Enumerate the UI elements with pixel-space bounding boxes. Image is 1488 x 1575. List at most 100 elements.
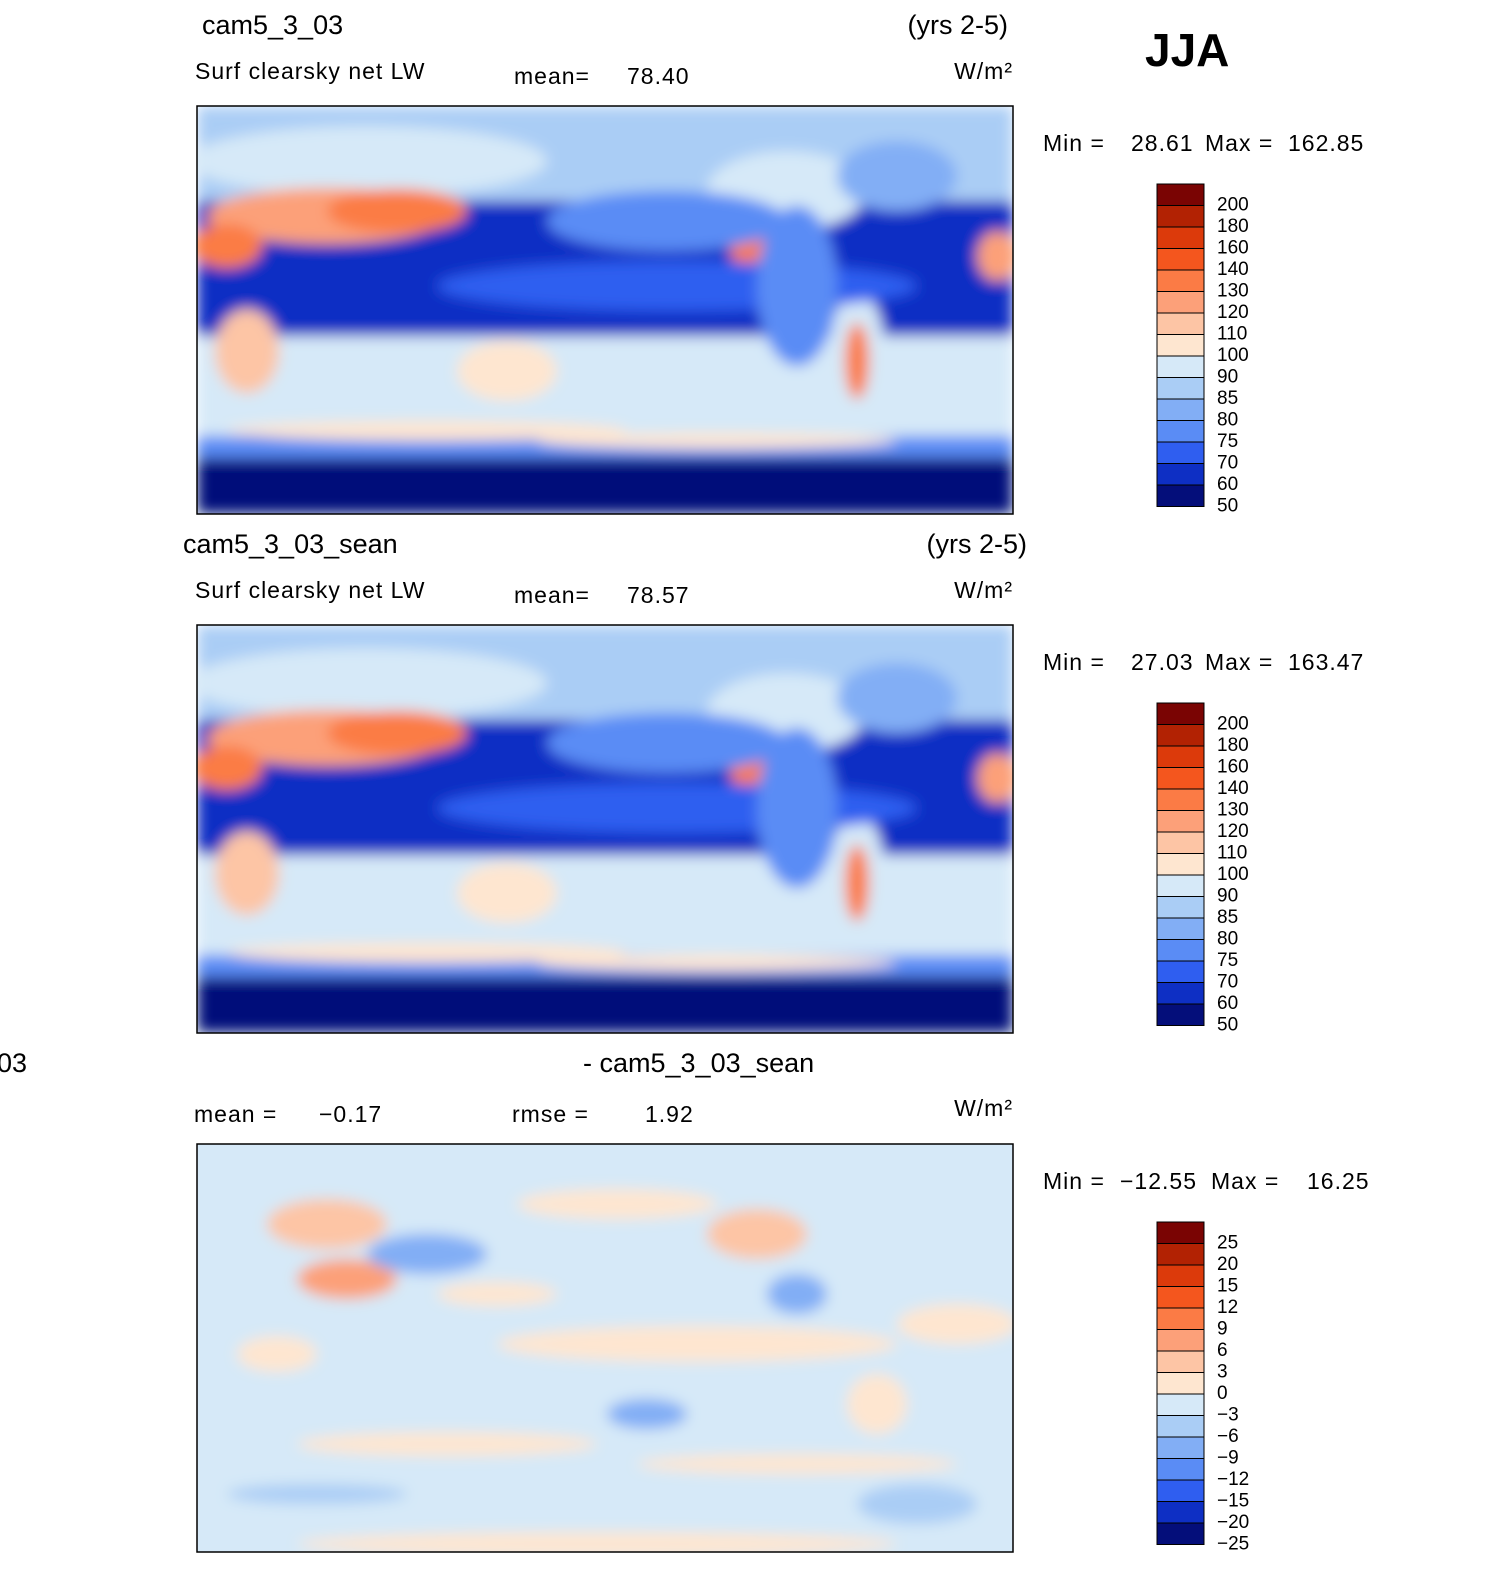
min-label: Min = xyxy=(1043,1168,1105,1194)
map xyxy=(196,1143,1014,1553)
colorbar-box xyxy=(1156,1415,1205,1438)
units: W/m² xyxy=(954,577,1013,603)
minus-case: - cam5_3_03_sean xyxy=(583,1048,814,1078)
field-blob xyxy=(227,421,627,441)
field-band xyxy=(197,855,1013,960)
colorbar-label: 200 xyxy=(1217,195,1249,216)
field-blob xyxy=(437,1282,557,1306)
map xyxy=(196,624,1014,1034)
field-blob xyxy=(237,1336,317,1372)
field-blob xyxy=(437,783,917,833)
colorbar-label: 15 xyxy=(1217,1276,1238,1297)
field-blob xyxy=(977,231,1013,281)
max-label: Max = xyxy=(1211,1168,1279,1194)
units: W/m² xyxy=(954,1095,1013,1121)
colorbar-box xyxy=(1156,291,1205,314)
units: W/m² xyxy=(954,58,1013,84)
field-blob xyxy=(547,713,787,773)
colorbar-label: 160 xyxy=(1217,757,1249,778)
field-blob xyxy=(327,189,467,233)
colorbar-label: 12 xyxy=(1217,1297,1238,1318)
colorbar-box xyxy=(1156,226,1205,249)
field-band xyxy=(197,458,1013,514)
colorbar-label: 60 xyxy=(1217,993,1238,1014)
colorbar-label: 130 xyxy=(1217,800,1249,821)
max: 163.47 xyxy=(1288,649,1364,675)
colorbar-label: 9 xyxy=(1217,1319,1228,1340)
mean: −0.17 xyxy=(319,1101,382,1127)
colorbar-box xyxy=(1156,982,1205,1005)
colorbar-label: 70 xyxy=(1217,453,1238,474)
colorbar-label: 110 xyxy=(1217,843,1247,864)
variable: Surf clearsky net LW xyxy=(195,577,425,603)
colorbar-box xyxy=(1156,874,1205,897)
colorbar-label: 180 xyxy=(1217,735,1249,756)
variable: Surf clearsky net LW xyxy=(195,58,425,84)
field-blob xyxy=(197,648,547,718)
colorbar-label: 120 xyxy=(1217,821,1249,842)
mean: 78.57 xyxy=(627,582,690,608)
field-blob xyxy=(547,191,787,251)
field-blob xyxy=(267,1199,387,1249)
colorbar-box xyxy=(1156,1264,1205,1287)
field-blob xyxy=(607,1399,687,1429)
min: 28.61 xyxy=(1131,130,1194,156)
field-blob xyxy=(227,1484,407,1504)
colorbar-box xyxy=(1156,831,1205,854)
colorbar-label: 0 xyxy=(1217,1383,1228,1404)
field xyxy=(197,625,1013,1033)
field-blob xyxy=(367,1234,487,1274)
colorbar-label: −6 xyxy=(1217,1426,1239,1447)
field-blob xyxy=(537,955,897,971)
colorbar-label: 100 xyxy=(1217,345,1249,366)
colorbar-label: 180 xyxy=(1217,216,1249,237)
field-blob xyxy=(297,1259,397,1299)
field-soft xyxy=(197,625,1013,1033)
colorbar-label: −15 xyxy=(1217,1491,1249,1512)
colorbar-box xyxy=(1156,484,1205,507)
case-title: cam5_3_03 xyxy=(202,10,343,40)
map-frame xyxy=(196,624,1014,1034)
colorbar-label: 80 xyxy=(1217,410,1238,431)
colorbar-label: 90 xyxy=(1217,886,1238,907)
field-blob xyxy=(977,753,1013,803)
rmse-label: rmse = xyxy=(512,1101,589,1127)
mean-label: mean = xyxy=(194,1101,277,1127)
colorbar-label: −3 xyxy=(1217,1405,1239,1426)
colorbar-label: 140 xyxy=(1217,778,1249,799)
colorbar-label: 90 xyxy=(1217,367,1238,388)
colorbar-label: 85 xyxy=(1217,907,1238,928)
field-blob xyxy=(757,728,837,888)
colorbar-label: 85 xyxy=(1217,388,1238,409)
season: JJA xyxy=(1145,24,1229,76)
colorbar-box xyxy=(1156,1479,1205,1502)
colorbar-label: 70 xyxy=(1217,972,1238,993)
max: 16.25 xyxy=(1307,1168,1370,1194)
colorbar-box xyxy=(1156,1393,1205,1416)
field-blob xyxy=(437,261,917,311)
colorbar-label: 50 xyxy=(1217,1015,1238,1036)
min-label: Min = xyxy=(1043,130,1105,156)
rmse: 1.92 xyxy=(645,1101,694,1127)
field xyxy=(197,106,1013,514)
colorbar-box xyxy=(1156,441,1205,464)
field-blob xyxy=(197,224,262,268)
field-blob xyxy=(297,1532,897,1552)
colorbar-box xyxy=(1156,724,1205,747)
field-blob xyxy=(757,206,837,366)
colorbar-box xyxy=(1156,355,1205,378)
colorbar-box xyxy=(1156,1243,1205,1266)
colorbar-box xyxy=(1156,1307,1205,1330)
years: (yrs 2-5) xyxy=(908,10,1009,40)
field-blob xyxy=(497,1326,897,1362)
field-blob xyxy=(517,1189,717,1219)
colorbar-box xyxy=(1156,1458,1205,1481)
colorbar-box xyxy=(1156,896,1205,919)
colorbar-box xyxy=(1156,248,1205,271)
colorbar-label: 25 xyxy=(1217,1233,1238,1254)
colorbar-label: 50 xyxy=(1217,496,1238,517)
field-blob xyxy=(837,663,957,733)
colorbar-box xyxy=(1156,1286,1205,1309)
colorbar-box xyxy=(1156,312,1205,335)
